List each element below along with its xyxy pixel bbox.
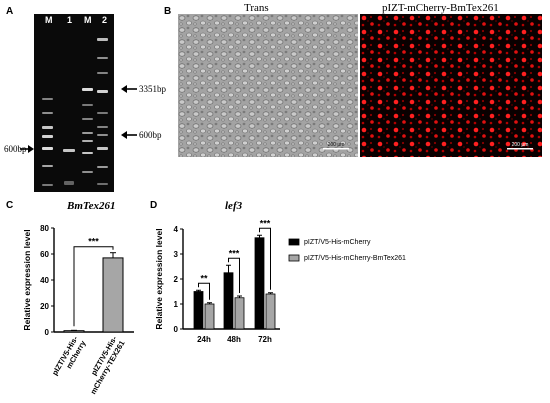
arrow-icon — [121, 85, 137, 93]
legend-swatch — [288, 254, 300, 262]
bar — [223, 272, 234, 330]
x-tick-label: 24h — [197, 335, 211, 344]
gel-band — [97, 134, 108, 136]
y-axis-label: Relative expression level — [22, 229, 32, 330]
bar — [254, 237, 265, 330]
significance-label: *** — [88, 237, 99, 247]
gel-band — [97, 90, 108, 93]
y-tick-label: 40 — [40, 276, 49, 285]
gel-band — [82, 171, 93, 173]
significance-label: *** — [260, 218, 271, 228]
y-tick-label: 0 — [45, 328, 50, 337]
gel-lane-label-2: 2 — [102, 15, 108, 25]
gel-band — [82, 118, 93, 120]
marker-label-600bp-left: 600bp — [4, 144, 27, 154]
panel-c-label: C — [6, 200, 14, 211]
gel-lane-label-1: 1 — [67, 15, 73, 25]
fluorescence-cells — [360, 14, 542, 157]
brightfield-image: 200 μm — [178, 14, 358, 157]
legend-label: pIZT/V5-His-mCherry-BmTex261 — [304, 255, 406, 262]
chart-c-title: BmTex261 — [67, 200, 116, 212]
gel-band — [42, 184, 53, 186]
arrow-icon — [121, 131, 137, 139]
bar — [102, 257, 124, 333]
chart-d: 0 1 2 3 4 Relative expression level ** 24h *** 48… — [154, 218, 406, 344]
gel-image: M 1 M 2 — [34, 14, 114, 192]
significance-bracket — [228, 257, 240, 293]
gel-band — [82, 104, 93, 106]
y-tick-label: 20 — [40, 302, 49, 311]
legend-swatch — [288, 238, 300, 246]
gel-band — [63, 149, 75, 152]
x-tick-label: pIZT/V5-His-mCherry-TEX261 — [81, 334, 127, 396]
panel-b-label: B — [164, 6, 172, 17]
significance-label: ** — [200, 273, 208, 283]
gel-band — [97, 147, 108, 150]
panel-a-label: A — [6, 6, 14, 17]
x-tick-label: 48h — [227, 335, 241, 344]
gel-band — [42, 147, 53, 150]
significance-bracket — [198, 282, 210, 300]
x-tick-label: pIZT/V5-His-mCherry — [50, 334, 88, 382]
gel-band — [97, 183, 108, 185]
bar — [265, 293, 276, 330]
significance-bracket — [259, 227, 271, 290]
bar — [63, 330, 85, 333]
gel-band — [97, 72, 108, 74]
gel-band — [97, 166, 108, 168]
bar — [204, 303, 215, 330]
gel-band — [82, 140, 93, 142]
gel-lane-label-m2: M — [84, 15, 92, 25]
bar — [193, 291, 204, 330]
x-tick-label: 72h — [258, 335, 272, 344]
scale-bar-label: 200 μm — [327, 142, 345, 148]
y-tick-label: 4 — [174, 225, 179, 234]
gel-band — [42, 135, 53, 138]
bar — [234, 297, 245, 330]
gel-band — [97, 112, 108, 114]
gel-lane-label-m1: M — [45, 15, 53, 25]
y-tick-label: 80 — [40, 224, 49, 233]
fluorescence-image: 200 μm — [360, 14, 542, 157]
trans-image-title: Trans — [244, 2, 269, 14]
fluorescence-image-title: pIZT-mCherry-BmTex261 — [382, 2, 499, 14]
gel-band — [82, 152, 93, 154]
gel-band — [97, 126, 108, 128]
significance-label: *** — [229, 248, 240, 258]
gel-band — [97, 38, 108, 41]
panel-d-label: D — [150, 200, 158, 211]
gel-band — [97, 57, 108, 59]
gel-band — [42, 126, 53, 129]
gel-band — [42, 112, 53, 114]
gel-arrows — [20, 85, 137, 153]
chart-c: 0 20 40 60 80 Relative expression level pIZT/V… — [22, 224, 134, 396]
y-tick-label: 0 — [174, 325, 179, 334]
gel-band — [82, 132, 93, 134]
y-tick-label: 1 — [174, 300, 179, 309]
gel-band — [82, 88, 93, 91]
y-tick-label: 2 — [174, 275, 179, 284]
marker-label-600bp-right: 600bp — [139, 130, 162, 140]
y-axis-label: Relative expression level — [154, 228, 164, 329]
brightfield-cells — [178, 14, 358, 157]
gel-band — [42, 165, 53, 167]
legend-label: pIZT/V5-His-mCherry — [304, 239, 371, 246]
chart-d-title: lef3 — [225, 200, 243, 212]
arrow-icon — [20, 145, 34, 153]
y-tick-label: 60 — [40, 250, 49, 259]
marker-label-3351bp: 3351bp — [139, 84, 166, 94]
gel-band — [42, 98, 53, 100]
scale-bar-label: 200 μm — [511, 142, 529, 148]
gel-band — [64, 181, 74, 185]
y-tick-label: 3 — [174, 250, 179, 259]
significance-bracket — [73, 246, 114, 327]
